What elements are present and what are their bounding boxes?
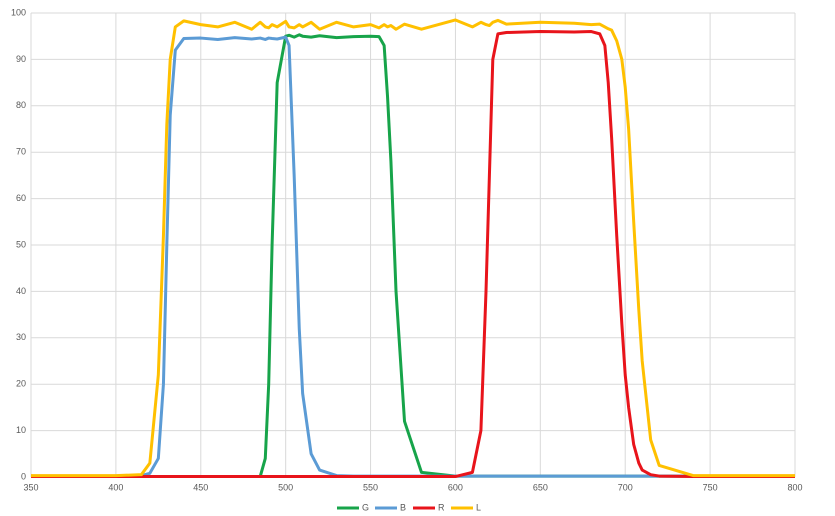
series-line — [31, 30, 795, 479]
x-tick-label: 500 — [278, 482, 293, 492]
y-tick-label: 60 — [16, 193, 26, 203]
y-tick-label: 100 — [11, 7, 26, 17]
x-tick-label: 450 — [193, 482, 208, 492]
x-tick-label: 600 — [448, 482, 463, 492]
x-tick-label: 350 — [23, 482, 38, 492]
legend-label: R — [438, 502, 445, 512]
y-tick-label: 90 — [16, 54, 26, 64]
legend-label: G — [362, 502, 369, 512]
y-tick-label: 0 — [21, 471, 26, 481]
x-tick-label: 550 — [363, 482, 378, 492]
y-tick-label: 70 — [16, 147, 26, 157]
y-tick-label: 30 — [16, 332, 26, 342]
x-tick-label: 750 — [703, 482, 718, 492]
x-tick-label: 800 — [787, 482, 802, 492]
y-tick-label: 80 — [16, 100, 26, 110]
legend-label: L — [476, 502, 481, 512]
y-tick-label: 40 — [16, 286, 26, 296]
legend-label: B — [400, 502, 406, 512]
series-line — [31, 35, 795, 478]
x-tick-label: 400 — [108, 482, 123, 492]
y-tick-label: 20 — [16, 379, 26, 389]
y-tick-label: 50 — [16, 239, 26, 249]
y-tick-label: 10 — [16, 425, 26, 435]
series-line — [31, 33, 795, 479]
x-tick-label: 700 — [618, 482, 633, 492]
x-tick-label: 650 — [533, 482, 548, 492]
series-line — [31, 18, 795, 478]
